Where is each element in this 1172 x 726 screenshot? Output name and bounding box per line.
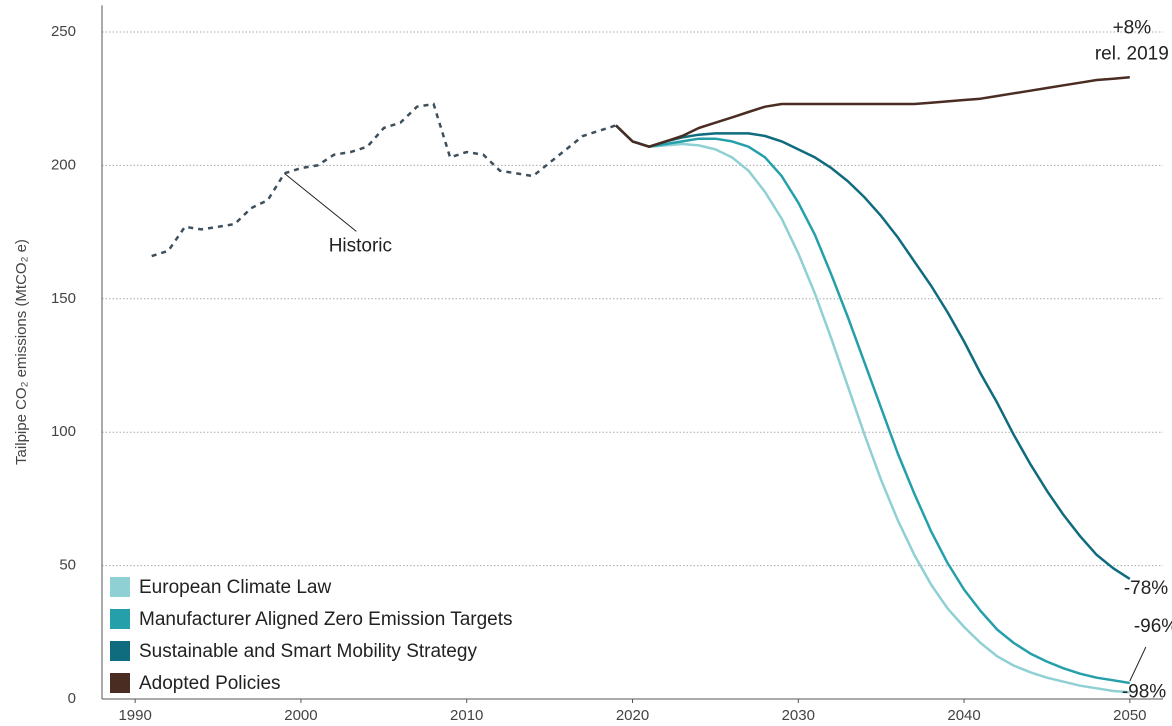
x-tick-label: 2010 [450,707,483,724]
y-tick-label: 150 [51,290,76,307]
legend-label: European Climate Law [139,577,331,598]
legend-swatch [110,577,130,597]
end-label: +8% [1113,17,1152,38]
y-tick-label: 250 [51,23,76,40]
x-tick-label: 2030 [782,707,815,724]
annotation-leader [284,172,357,232]
x-tick-label: 2050 [1113,707,1146,724]
y-axis-label: Tailpipe CO₂ emissions (MtCO₂ e) [13,239,30,465]
end-label-leader [1129,646,1147,682]
series-line [615,124,1130,694]
y-tick-label: 100 [51,423,76,440]
legend-label: Sustainable and Smart Mobility Strategy [139,641,477,662]
legend-label: Manufacturer Aligned Zero Emission Targe… [139,609,513,630]
y-tick-label: 50 [59,557,76,574]
legend-swatch [110,641,130,661]
legend-swatch [110,673,130,693]
legend-swatch [110,609,130,629]
end-label: -98% [1122,681,1166,702]
end-label: -78% [1124,578,1168,599]
x-tick-label: 2040 [947,707,980,724]
annotation: Historic [329,235,392,256]
y-tick-label: 0 [68,690,76,707]
end-label: -96% [1134,616,1172,637]
x-tick-label: 1990 [118,707,151,724]
end-label: rel. 2019 [1095,43,1169,64]
series-line [615,124,1131,580]
historic-line [151,102,617,258]
x-tick-label: 2020 [616,707,649,724]
series-line [615,76,1130,148]
series-line [615,124,1131,685]
legend-label: Adopted Policies [139,673,281,694]
y-tick-label: 200 [51,156,76,173]
x-tick-label: 2000 [284,707,317,724]
